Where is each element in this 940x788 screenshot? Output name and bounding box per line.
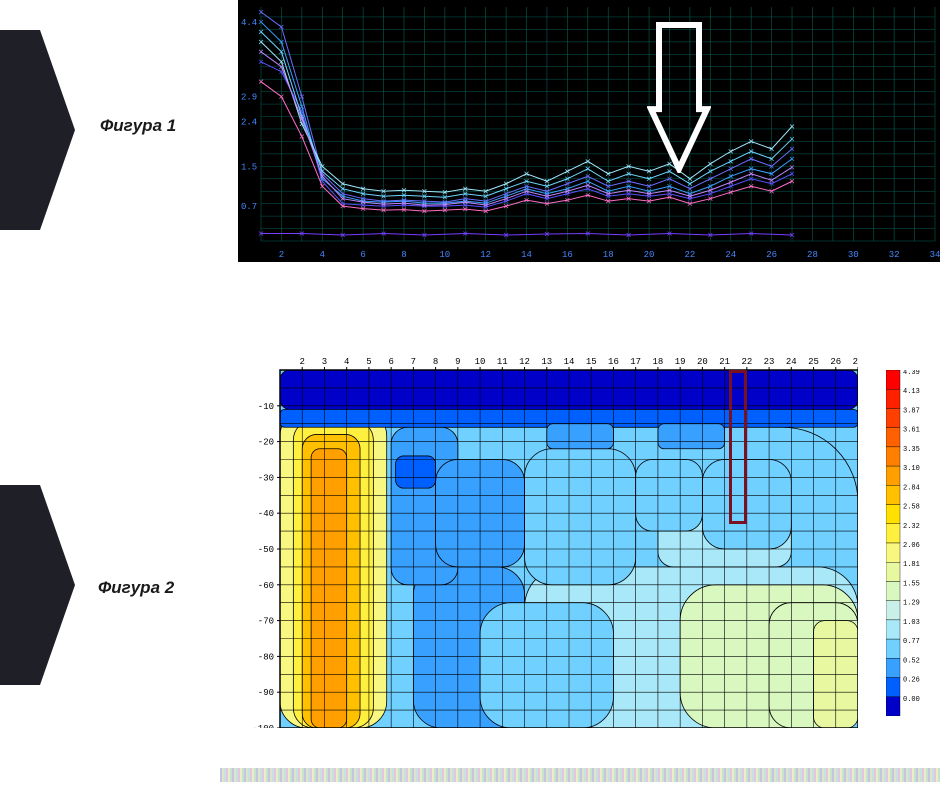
svg-text:-60: -60 xyxy=(258,581,274,591)
svg-text:2.84: 2.84 xyxy=(903,484,920,492)
svg-text:32: 32 xyxy=(889,250,900,260)
svg-text:15: 15 xyxy=(586,357,597,367)
svg-text:10: 10 xyxy=(475,357,486,367)
figure-2-contour-heatmap: 2345678910111213141516171819202122232425… xyxy=(238,350,858,728)
svg-text:6: 6 xyxy=(360,250,365,260)
svg-text:5: 5 xyxy=(366,357,371,367)
svg-text:30: 30 xyxy=(848,250,859,260)
svg-text:27: 27 xyxy=(853,357,858,367)
figure-2-label: Фигура 2 xyxy=(98,578,174,598)
svg-text:3: 3 xyxy=(322,357,327,367)
svg-text:0.00: 0.00 xyxy=(903,696,920,704)
svg-text:4: 4 xyxy=(344,357,349,367)
svg-text:0.7: 0.7 xyxy=(241,202,257,212)
svg-text:4: 4 xyxy=(320,250,325,260)
svg-text:16: 16 xyxy=(608,357,619,367)
svg-text:23: 23 xyxy=(764,357,775,367)
svg-text:26: 26 xyxy=(766,250,777,260)
svg-text:-10: -10 xyxy=(258,402,274,412)
page-pointer-2 xyxy=(0,485,75,685)
svg-text:3.61: 3.61 xyxy=(903,427,920,435)
svg-text:-50: -50 xyxy=(258,545,274,555)
figure-1-line-chart: 2468101214161820222426283032340.71.52.42… xyxy=(238,0,940,262)
svg-text:0.52: 0.52 xyxy=(903,657,920,665)
svg-text:4.4: 4.4 xyxy=(241,18,257,28)
svg-text:3.10: 3.10 xyxy=(903,465,920,473)
svg-text:8: 8 xyxy=(401,250,406,260)
svg-text:26: 26 xyxy=(830,357,841,367)
svg-text:7: 7 xyxy=(411,357,416,367)
svg-text:-70: -70 xyxy=(258,617,274,627)
svg-text:17: 17 xyxy=(630,357,641,367)
page-pointer-1 xyxy=(0,30,75,230)
svg-text:1.5: 1.5 xyxy=(241,162,257,172)
svg-text:22: 22 xyxy=(685,250,696,260)
svg-text:19: 19 xyxy=(675,357,686,367)
svg-text:4.13: 4.13 xyxy=(903,388,920,396)
svg-text:18: 18 xyxy=(603,250,614,260)
svg-text:2: 2 xyxy=(300,357,305,367)
svg-text:14: 14 xyxy=(521,250,532,260)
svg-text:-30: -30 xyxy=(258,473,274,483)
svg-text:1.55: 1.55 xyxy=(903,580,920,588)
svg-text:28: 28 xyxy=(807,250,818,260)
svg-text:16: 16 xyxy=(562,250,573,260)
svg-text:4.39: 4.39 xyxy=(903,370,920,377)
svg-text:2.9: 2.9 xyxy=(241,93,257,103)
figure-1-label: Фигура 1 xyxy=(100,116,176,136)
svg-text:-20: -20 xyxy=(258,438,274,448)
decorative-noise-strip xyxy=(220,768,940,782)
svg-text:0.26: 0.26 xyxy=(903,677,920,685)
svg-text:9: 9 xyxy=(455,357,460,367)
svg-text:20: 20 xyxy=(697,357,708,367)
svg-text:1.29: 1.29 xyxy=(903,600,920,608)
svg-text:34: 34 xyxy=(930,250,940,260)
svg-text:12: 12 xyxy=(519,357,530,367)
svg-text:12: 12 xyxy=(480,250,491,260)
svg-text:13: 13 xyxy=(541,357,552,367)
svg-text:21: 21 xyxy=(719,357,730,367)
svg-text:3.87: 3.87 xyxy=(903,407,920,415)
svg-text:-90: -90 xyxy=(258,688,274,698)
figure-2-color-legend: 4.39 4.13 3.87 3.61 3.35 3.10 2.84 2.58 2.32 2.06… xyxy=(886,370,934,716)
svg-text:3.35: 3.35 xyxy=(903,446,920,454)
svg-text:11: 11 xyxy=(497,357,508,367)
svg-text:2.32: 2.32 xyxy=(903,523,920,531)
svg-text:24: 24 xyxy=(725,250,736,260)
svg-text:-80: -80 xyxy=(258,652,274,662)
svg-text:2.06: 2.06 xyxy=(903,542,920,550)
svg-text:-40: -40 xyxy=(258,509,274,519)
svg-text:-100: -100 xyxy=(252,724,274,728)
figure-2-marker-box xyxy=(729,370,747,524)
svg-text:6: 6 xyxy=(388,357,393,367)
svg-text:10: 10 xyxy=(439,250,450,260)
svg-text:18: 18 xyxy=(653,357,664,367)
svg-text:2: 2 xyxy=(279,250,284,260)
svg-text:25: 25 xyxy=(808,357,819,367)
svg-text:0.77: 0.77 xyxy=(903,638,920,646)
svg-text:1.81: 1.81 xyxy=(903,561,920,569)
svg-text:8: 8 xyxy=(433,357,438,367)
svg-text:1.03: 1.03 xyxy=(903,619,920,627)
svg-text:2.58: 2.58 xyxy=(903,504,920,512)
svg-text:24: 24 xyxy=(786,357,797,367)
svg-text:2.4: 2.4 xyxy=(241,118,257,128)
svg-text:22: 22 xyxy=(741,357,752,367)
svg-text:20: 20 xyxy=(644,250,655,260)
svg-text:14: 14 xyxy=(564,357,575,367)
